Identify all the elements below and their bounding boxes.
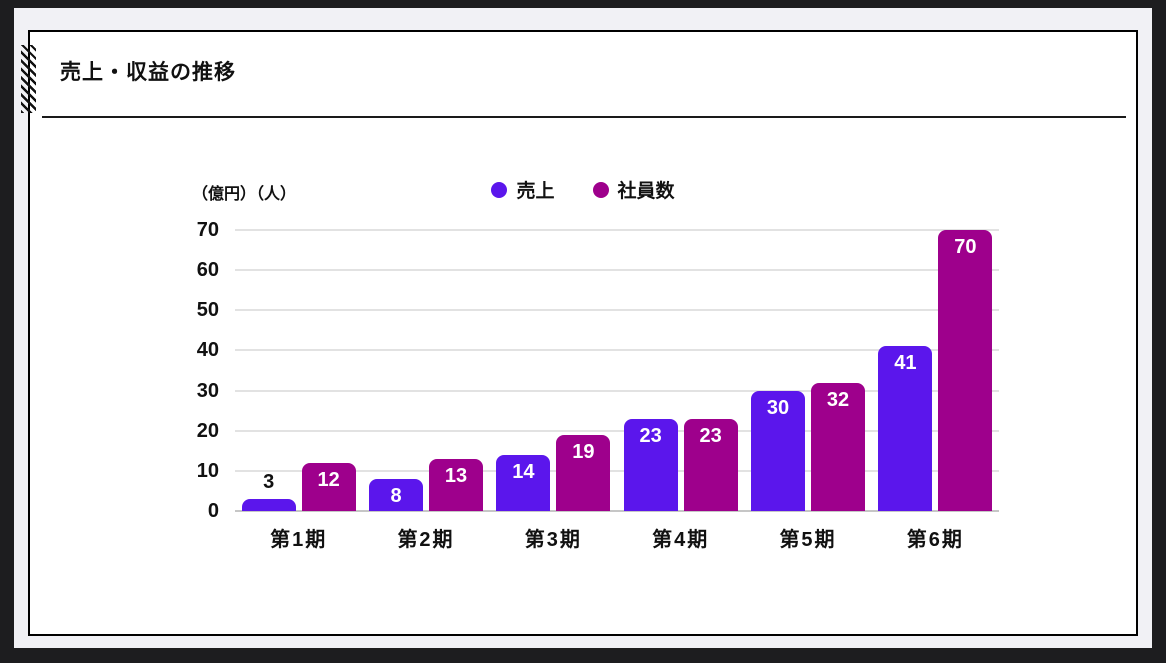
y-axis-tick-label-30: 30 <box>196 379 219 402</box>
x-axis-category-label-6: 第6期 <box>906 529 964 551</box>
bar-社員数-第3期 <box>556 434 611 511</box>
x-axis-category-label-1: 第1期 <box>270 529 328 551</box>
y-axis-tick-label-60: 60 <box>196 259 219 282</box>
sales-legend-dot-icon <box>491 181 508 198</box>
bar-value-label-社員数-第1期: 12 <box>317 468 340 491</box>
axis-unit-label: （億円）（人） <box>192 186 297 203</box>
page-panel: 売上・収益の推移 （億円）（人） 売上 社員数 0 10 20 30 40 50 60 70 3… <box>14 8 1152 648</box>
bar-value-label-社員数-第4期: 23 <box>699 424 722 447</box>
employees-legend-dot-icon <box>592 181 609 198</box>
bar-value-label-売上-第1期: 3 <box>263 470 275 493</box>
bar-value-label-社員数-第5期: 32 <box>826 388 850 411</box>
y-axis-tick-label-40: 40 <box>196 339 219 362</box>
bar-value-label-売上-第2期: 8 <box>390 484 402 507</box>
gridline-y50 <box>235 309 999 312</box>
gridline-y30 <box>235 389 999 392</box>
y-axis-tick-label-10: 10 <box>196 459 219 482</box>
gridline-y10 <box>235 469 999 472</box>
bar-value-label-売上-第4期: 23 <box>639 424 662 447</box>
bar-売上-第3期 <box>496 454 551 511</box>
x-axis-category-label-3: 第3期 <box>524 529 582 551</box>
bar-売上-第5期 <box>751 390 805 511</box>
bar-value-label-社員数-第6期: 70 <box>954 236 977 258</box>
gridline-y0 <box>235 510 999 512</box>
x-axis-category-label-5: 第5期 <box>779 529 837 551</box>
binding-hatch-decoration <box>21 45 36 113</box>
bar-売上-第2期 <box>369 478 423 511</box>
bar-社員数-第4期 <box>683 418 738 511</box>
bar-売上-第1期 <box>241 498 296 511</box>
chart-card: 売上・収益の推移 （億円）（人） 売上 社員数 0 10 20 30 40 50 60 70 3… <box>21 30 1138 636</box>
bar-社員数-第2期 <box>429 458 483 511</box>
x-axis-category-label-4: 第4期 <box>652 529 710 551</box>
bar-売上-第6期 <box>878 346 933 511</box>
bar-value-label-社員数-第2期: 13 <box>444 464 468 487</box>
y-axis-tick-label-70: 70 <box>196 219 219 241</box>
gridline-y20 <box>235 429 999 432</box>
page-title: 売上・収益の推移 <box>60 61 236 84</box>
legend-item-sales: 売上 <box>491 176 555 203</box>
bar-社員数-第6期 <box>938 230 993 511</box>
chart-legend: 売上 社員数 <box>30 176 1136 203</box>
gridline-y70 <box>235 229 999 231</box>
title-divider <box>42 116 1126 118</box>
employees-legend-label: 社員数 <box>617 181 675 202</box>
y-axis-tick-label-0: 0 <box>207 500 219 522</box>
bar-value-label-売上-第6期: 41 <box>894 352 917 375</box>
bar-value-label-売上-第3期: 14 <box>512 460 535 483</box>
gridline-y40 <box>235 349 999 352</box>
gridline-y60 <box>235 269 999 272</box>
y-axis-tick-label-20: 20 <box>196 419 219 442</box>
bar-value-label-社員数-第3期: 19 <box>572 440 595 463</box>
bar-社員数-第1期 <box>301 462 356 511</box>
bar-売上-第4期 <box>623 418 678 511</box>
sales-legend-label: 売上 <box>516 181 555 202</box>
y-axis-tick-label-50: 50 <box>196 299 219 322</box>
bar-社員数-第5期 <box>811 382 865 511</box>
bar-chart-plot-area: 0 10 20 30 40 50 60 70 3 12 第1期 8 13 第2期 14 19 第3期 23 23 第4… <box>197 219 999 551</box>
x-axis-category-label-2: 第2期 <box>397 529 455 551</box>
legend-item-employees: 社員数 <box>592 176 675 203</box>
bar-value-label-売上-第5期: 30 <box>766 396 790 419</box>
